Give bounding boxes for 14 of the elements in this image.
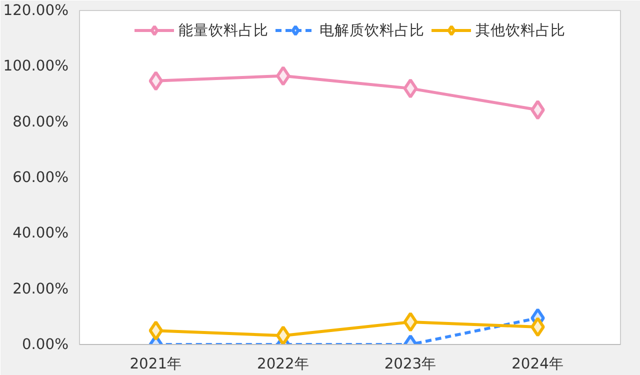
y-tick-label: 100.00% [3,58,69,75]
x-tick-label: 2021年 [130,356,182,372]
y-tick-label: 20.00% [12,280,69,298]
legend-label: 其他饮料占比 [476,20,566,40]
y-tick-label: 120.00% [3,2,69,19]
x-tick-label: 2022年 [257,356,310,372]
legend-label: 电解质饮料占比 [320,20,424,40]
legend-label: 能量饮料占比 [178,20,268,40]
x-tick-label: 2024年 [512,356,564,372]
y-tick-label: 80.00% [12,113,69,130]
x-tick-label: 2023年 [384,356,437,372]
y-tick-label: 0.00% [22,336,69,353]
y-tick-label: 60.00% [12,169,69,186]
y-tick-label: 40.00% [12,224,69,242]
